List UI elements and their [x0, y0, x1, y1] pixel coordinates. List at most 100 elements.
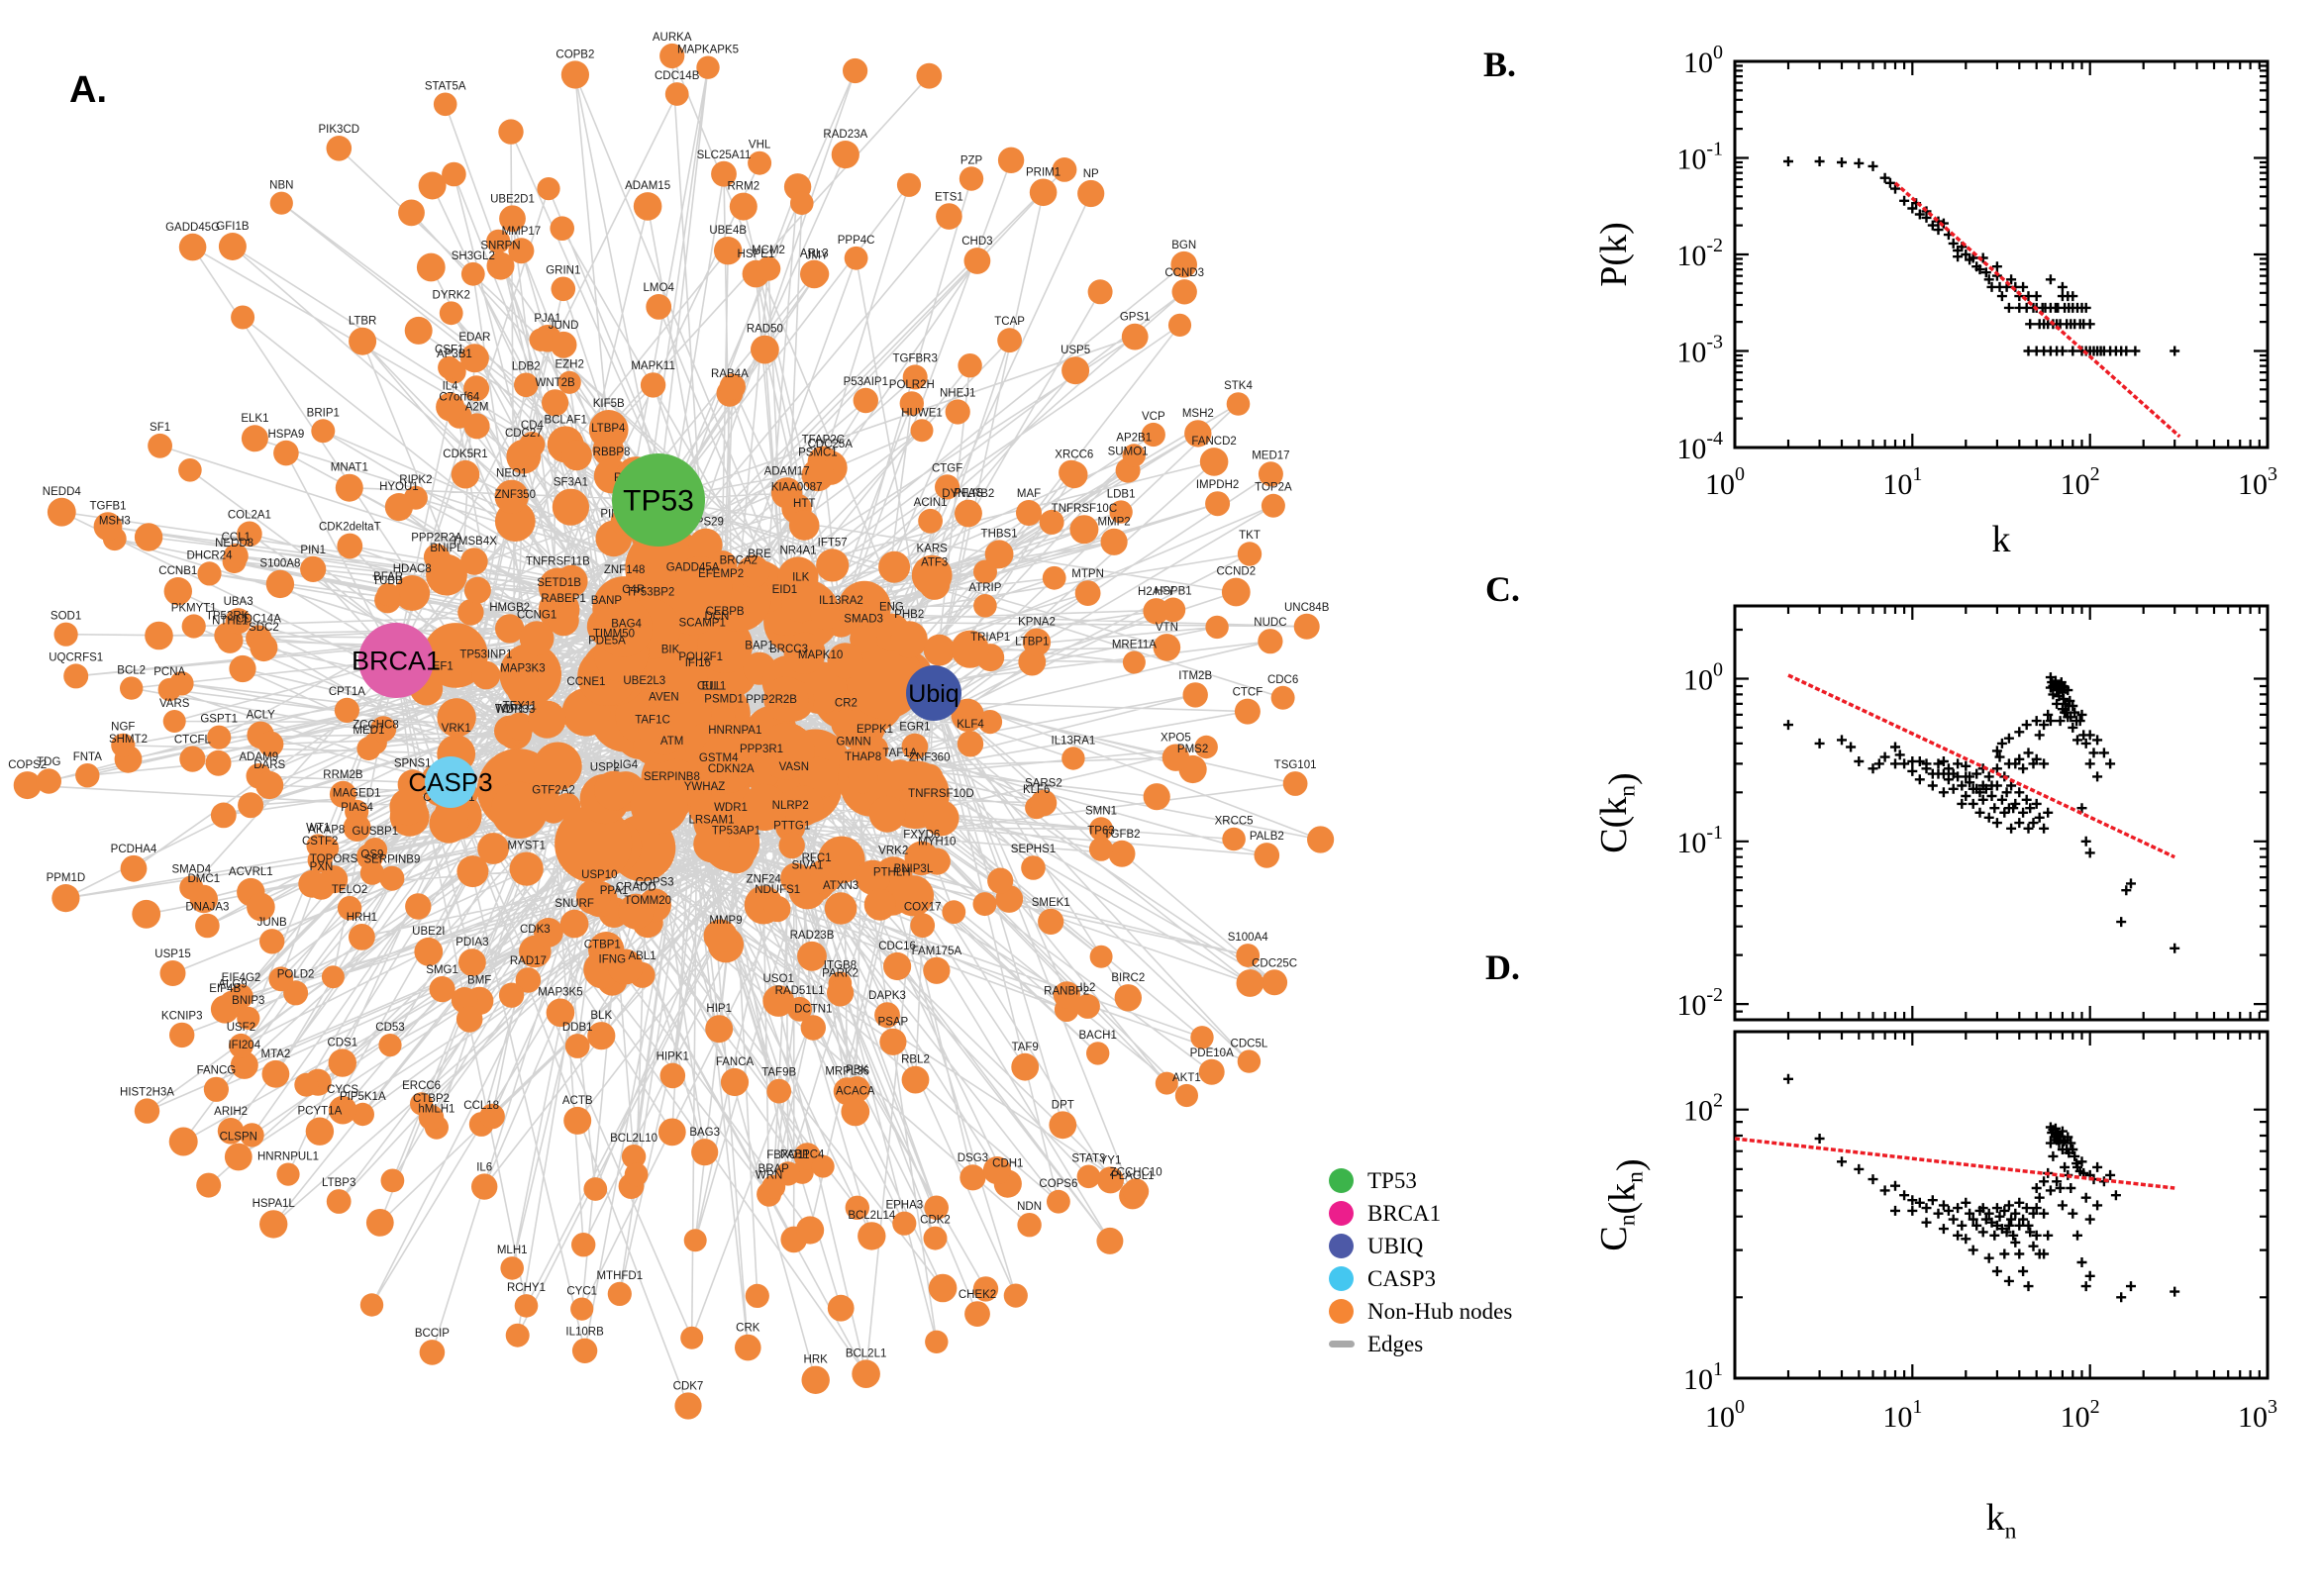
- svg-text:CTBP2: CTBP2: [413, 1093, 450, 1105]
- svg-text:DPT: DPT: [1052, 1099, 1074, 1111]
- svg-text:MTA2: MTA2: [260, 1048, 290, 1060]
- svg-text:PPP3R1: PPP3R1: [740, 744, 783, 755]
- svg-text:BCL2: BCL2: [117, 664, 146, 676]
- svg-text:hMLH1: hMLH1: [418, 1104, 454, 1116]
- svg-text:ABL1: ABL1: [629, 950, 656, 962]
- svg-text:HUWE1: HUWE1: [901, 407, 943, 419]
- svg-text:LMO4: LMO4: [644, 282, 675, 294]
- svg-text:UBE2L3: UBE2L3: [623, 675, 665, 687]
- svg-text:10-1: 10-1: [1676, 822, 1723, 859]
- svg-text:DMC1: DMC1: [188, 873, 221, 885]
- svg-text:USP10: USP10: [581, 869, 617, 881]
- svg-text:SMN1: SMN1: [1085, 805, 1117, 817]
- svg-text:GSPT1: GSPT1: [200, 714, 238, 726]
- svg-text:PHB2: PHB2: [894, 609, 924, 621]
- legend-label: CASP3: [1367, 1266, 1437, 1291]
- svg-text:CR2: CR2: [835, 697, 858, 709]
- svg-text:BIRC2: BIRC2: [1111, 972, 1145, 984]
- svg-text:102: 102: [2061, 1396, 2100, 1434]
- svg-text:CRADD: CRADD: [616, 882, 656, 894]
- svg-text:IFI204: IFI204: [228, 1040, 260, 1051]
- panel-C-ticks: [1733, 606, 2270, 1022]
- panel-D-points: [1783, 1073, 2180, 1303]
- svg-text:HSPA9: HSPA9: [267, 429, 304, 441]
- svg-text:CTCF: CTCF: [1233, 687, 1263, 699]
- svg-text:PCDHA4: PCDHA4: [111, 844, 157, 855]
- svg-text:HIST2H3A: HIST2H3A: [120, 1086, 174, 1098]
- svg-text:TUBB: TUBB: [372, 575, 403, 587]
- svg-text:POLR2H: POLR2H: [889, 379, 935, 391]
- svg-text:CDC25C: CDC25C: [1252, 957, 1297, 969]
- svg-text:AKAP8: AKAP8: [308, 824, 345, 836]
- svg-text:PTTG1: PTTG1: [773, 821, 810, 833]
- svg-text:HNRNPA1: HNRNPA1: [708, 725, 761, 737]
- svg-text:TMSB4X: TMSB4X: [452, 536, 497, 548]
- svg-text:WDR1: WDR1: [714, 802, 748, 814]
- svg-text:BAG3: BAG3: [689, 1127, 720, 1139]
- svg-text:HYOU1: HYOU1: [379, 481, 419, 493]
- svg-text:TIMM50: TIMM50: [593, 629, 635, 641]
- svg-text:JMY: JMY: [806, 250, 829, 262]
- svg-text:TSG101: TSG101: [1274, 759, 1317, 771]
- svg-text:AVEN: AVEN: [649, 692, 678, 704]
- svg-text:ACTB: ACTB: [562, 1095, 593, 1107]
- svg-text:KLF4: KLF4: [957, 719, 984, 731]
- panel-D-ticks: [1733, 1032, 2270, 1380]
- svg-text:VRK1: VRK1: [442, 723, 471, 735]
- svg-text:PPA1: PPA1: [600, 885, 629, 897]
- svg-text:SCAMP1: SCAMP1: [679, 618, 726, 630]
- svg-text:GMNN: GMNN: [837, 737, 871, 748]
- panel-B-points: [1783, 156, 2180, 356]
- network-node-labels: ZNF24 C7orf64 CDC14A DHCR24 MAGED1 ARL3 BANP TA…: [8, 32, 1330, 1392]
- svg-text:KLF6: KLF6: [1023, 784, 1051, 796]
- svg-text:XRCC6: XRCC6: [1055, 449, 1093, 461]
- panel-C-points: [1783, 672, 2180, 953]
- svg-text:TELO2: TELO2: [332, 884, 367, 896]
- svg-text:CDK7: CDK7: [673, 1380, 704, 1392]
- svg-text:PALB2: PALB2: [1250, 831, 1284, 843]
- svg-text:ADAM15: ADAM15: [625, 180, 670, 192]
- svg-text:PXN: PXN: [310, 861, 334, 873]
- svg-text:HRH1: HRH1: [347, 912, 377, 924]
- svg-text:ILK: ILK: [792, 571, 810, 583]
- svg-text:UNC84B: UNC84B: [1284, 602, 1330, 614]
- panel-a-label: A.: [69, 69, 107, 111]
- svg-text:VARS: VARS: [159, 698, 190, 710]
- svg-text:TAF1C: TAF1C: [635, 715, 670, 727]
- svg-text:ZNF24: ZNF24: [747, 874, 782, 886]
- svg-text:CTCFL: CTCFL: [174, 735, 212, 747]
- svg-text:PPP4C: PPP4C: [838, 235, 875, 247]
- svg-text:RAD50: RAD50: [747, 324, 783, 336]
- svg-text:100: 100: [1705, 1396, 1745, 1434]
- svg-text:SUMO1: SUMO1: [1108, 447, 1149, 458]
- svg-text:RCHY1: RCHY1: [507, 1282, 546, 1294]
- svg-text:PZP: PZP: [960, 154, 983, 166]
- svg-text:NUDC: NUDC: [1254, 617, 1286, 629]
- svg-text:IMPDH2: IMPDH2: [1196, 479, 1239, 491]
- svg-text:PJA1: PJA1: [534, 313, 561, 325]
- svg-text:MCM2: MCM2: [752, 245, 785, 256]
- svg-text:102: 102: [2061, 463, 2100, 501]
- svg-text:WNT2B: WNT2B: [535, 377, 575, 389]
- legend-item: BRCA1: [1329, 1197, 1512, 1230]
- svg-text:ACVRL1: ACVRL1: [229, 866, 273, 878]
- svg-text:AURKA: AURKA: [653, 32, 692, 44]
- svg-text:PKMYT1: PKMYT1: [171, 602, 217, 614]
- svg-text:USF2: USF2: [227, 1022, 255, 1034]
- svg-text:UBE4B: UBE4B: [709, 225, 747, 237]
- svg-text:ERCC6: ERCC6: [402, 1080, 441, 1092]
- svg-text:TP53RK: TP53RK: [206, 611, 250, 623]
- svg-text:HSPA1L: HSPA1L: [252, 1198, 296, 1210]
- svg-text:CEBPB: CEBPB: [706, 606, 745, 618]
- svg-text:RAD23B: RAD23B: [790, 930, 835, 942]
- svg-text:CTGF: CTGF: [932, 462, 962, 474]
- svg-text:ENG: ENG: [879, 602, 904, 614]
- svg-text:ZNF360: ZNF360: [909, 752, 951, 764]
- svg-text:UBE2I: UBE2I: [412, 926, 445, 938]
- svg-text:SH3GL2: SH3GL2: [452, 250, 495, 262]
- svg-text:KIAA0087: KIAA0087: [771, 481, 823, 493]
- svg-text:CCND3: CCND3: [1164, 267, 1204, 279]
- svg-text:MAP3K5: MAP3K5: [538, 986, 582, 998]
- svg-text:FANCD2: FANCD2: [1191, 436, 1236, 448]
- svg-text:CUL1: CUL1: [697, 681, 726, 693]
